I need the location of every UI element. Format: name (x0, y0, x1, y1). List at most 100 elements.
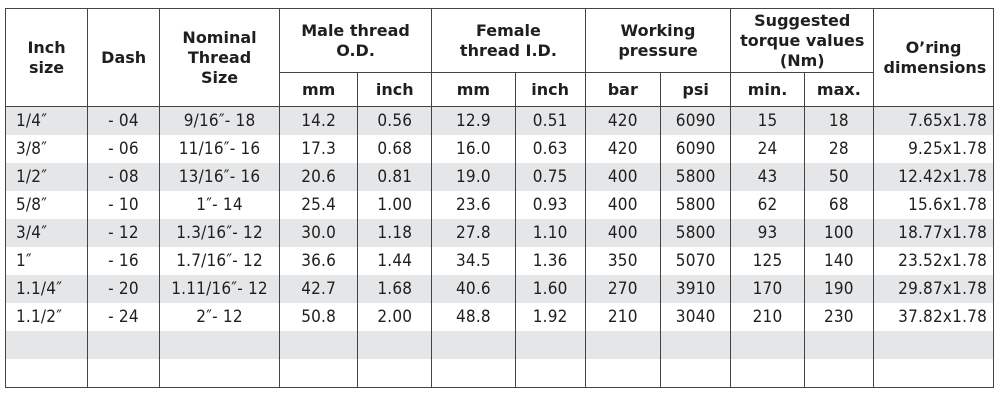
header-oring-dimensions: O’ring dimensions (873, 8, 994, 107)
header-female-text: Female thread I.D. (459, 20, 557, 60)
header-oring-text: O’ring dimensions (883, 37, 987, 77)
cell-nominal-thread: 13/16″- 16 (159, 163, 280, 191)
cell-torque-min (730, 359, 805, 388)
cell-torque-max: 50 (803, 163, 875, 191)
cell-torque-max (803, 359, 875, 388)
cell-torque-max: 28 (803, 135, 875, 163)
cell-female-mm: 34.5 (431, 247, 516, 275)
cell-psi: 5070 (659, 247, 732, 275)
cell-nominal-thread: 1.7/16″- 12 (159, 247, 280, 275)
cell-psi: 5800 (659, 219, 732, 247)
cell-oring: 15.6x1.78 (873, 191, 994, 219)
cell-torque-min: 62 (730, 191, 805, 219)
cell-male-mm: 25.4 (278, 191, 359, 219)
cell-inch-size (4, 359, 89, 388)
cell-torque-min: 170 (730, 275, 805, 303)
cell-male-inch: 2.00 (357, 303, 433, 331)
cell-nominal-thread: 1.11/16″- 12 (159, 275, 280, 303)
cell-inch-size: 5/8″ (4, 191, 89, 219)
cell-male-inch (357, 359, 433, 388)
cell-oring: 9.25x1.78 (873, 135, 994, 163)
header-inch-size: Inch size (4, 8, 89, 107)
cell-torque-max: 140 (803, 247, 875, 275)
cell-psi: 5800 (659, 163, 732, 191)
table-row: 1.1/4″ - 20 1.11/16″- 12 42.7 1.68 40.6 1.60 27… (4, 275, 994, 303)
cell-nominal-thread: 11/16″- 16 (159, 135, 280, 163)
cell-dash: - 24 (87, 303, 161, 331)
cell-female-inch: 0.63 (514, 135, 586, 163)
cell-dash: - 06 (87, 135, 161, 163)
table-row (4, 331, 994, 359)
header-male-thread: Male thread O.D. (278, 8, 433, 73)
cell-male-inch: 1.68 (357, 275, 433, 303)
cell-male-mm: 20.6 (278, 163, 359, 191)
header-psi: psi (659, 72, 732, 107)
cell-inch-size (4, 331, 89, 359)
cell-torque-max (803, 331, 875, 359)
cell-female-inch: 1.92 (514, 303, 586, 331)
table-row (4, 359, 994, 388)
table-row: 3/4″ - 12 1.3/16″- 12 30.0 1.18 27.8 1.10 400 58… (4, 219, 994, 247)
cell-nominal-thread (159, 331, 280, 359)
cell-male-inch: 1.18 (357, 219, 433, 247)
header-torque-min: min. (730, 72, 805, 107)
cell-male-inch: 1.00 (357, 191, 433, 219)
cell-oring: 37.82x1.78 (873, 303, 994, 331)
header-inch-size-text: Inch size (27, 37, 66, 77)
cell-female-inch: 0.75 (514, 163, 586, 191)
cell-male-inch: 0.56 (357, 106, 433, 135)
cell-female-mm: 27.8 (431, 219, 516, 247)
cell-nominal-thread: 9/16″- 18 (159, 106, 280, 135)
cell-female-mm (431, 359, 516, 388)
cell-nominal-thread: 1.3/16″- 12 (159, 219, 280, 247)
cell-torque-max: 18 (803, 106, 875, 135)
cell-inch-size: 1/2″ (4, 163, 89, 191)
cell-dash: - 04 (87, 106, 161, 135)
header-bar: bar (584, 72, 661, 107)
cell-nominal-thread: 1″- 14 (159, 191, 280, 219)
cell-bar: 400 (584, 163, 661, 191)
table-row: 5/8″ - 10 1″- 14 25.4 1.00 23.6 0.93 400 5800 62 6… (4, 191, 994, 219)
header-torque-text: Suggested torque values (Nm) (740, 10, 865, 70)
cell-female-inch (514, 331, 586, 359)
cell-female-mm: 19.0 (431, 163, 516, 191)
header-female-mm: mm (431, 72, 516, 107)
cell-torque-min: 125 (730, 247, 805, 275)
cell-female-mm (431, 331, 516, 359)
header-torque-max: max. (803, 72, 875, 107)
cell-female-inch: 1.60 (514, 275, 586, 303)
cell-dash (87, 359, 161, 388)
cell-bar (584, 331, 661, 359)
cell-female-inch (514, 359, 586, 388)
cell-oring: 18.77x1.78 (873, 219, 994, 247)
cell-male-inch: 1.44 (357, 247, 433, 275)
cell-female-mm: 23.6 (431, 191, 516, 219)
header-male-mm: mm (278, 72, 359, 107)
cell-psi (659, 331, 732, 359)
cell-psi: 5800 (659, 191, 732, 219)
cell-dash: - 12 (87, 219, 161, 247)
cell-inch-size: 3/4″ (4, 219, 89, 247)
cell-male-inch: 0.68 (357, 135, 433, 163)
table-row: 1/4″ - 04 9/16″- 18 14.2 0.56 12.9 0.51 420 6090… (4, 106, 994, 135)
cell-oring: 12.42x1.78 (873, 163, 994, 191)
cell-female-mm: 40.6 (431, 275, 516, 303)
cell-torque-min: 43 (730, 163, 805, 191)
cell-torque-min: 93 (730, 219, 805, 247)
cell-female-mm: 12.9 (431, 106, 516, 135)
cell-inch-size: 1″ (4, 247, 89, 275)
cell-nominal-thread (159, 359, 280, 388)
header-male-text: Male thread O.D. (301, 20, 410, 60)
header-female-inch: inch (514, 72, 586, 107)
table-row: 3/8″ - 06 11/16″- 16 17.3 0.68 16.0 0.63 420 609… (4, 135, 994, 163)
table-row: 1″ - 16 1.7/16″- 12 36.6 1.44 34.5 1.36 350 5070… (4, 247, 994, 275)
cell-torque-min: 24 (730, 135, 805, 163)
cell-male-mm (278, 331, 359, 359)
header-suggested-torque: Suggested torque values (Nm) (730, 8, 875, 73)
cell-female-inch: 1.36 (514, 247, 586, 275)
cell-psi: 3910 (659, 275, 732, 303)
cell-female-mm: 48.8 (431, 303, 516, 331)
cell-oring: 29.87x1.78 (873, 275, 994, 303)
table-row: 1.1/2″ - 24 2″- 12 50.8 2.00 48.8 1.92 210 3040 2… (4, 303, 994, 331)
header-dash: Dash (87, 8, 161, 107)
